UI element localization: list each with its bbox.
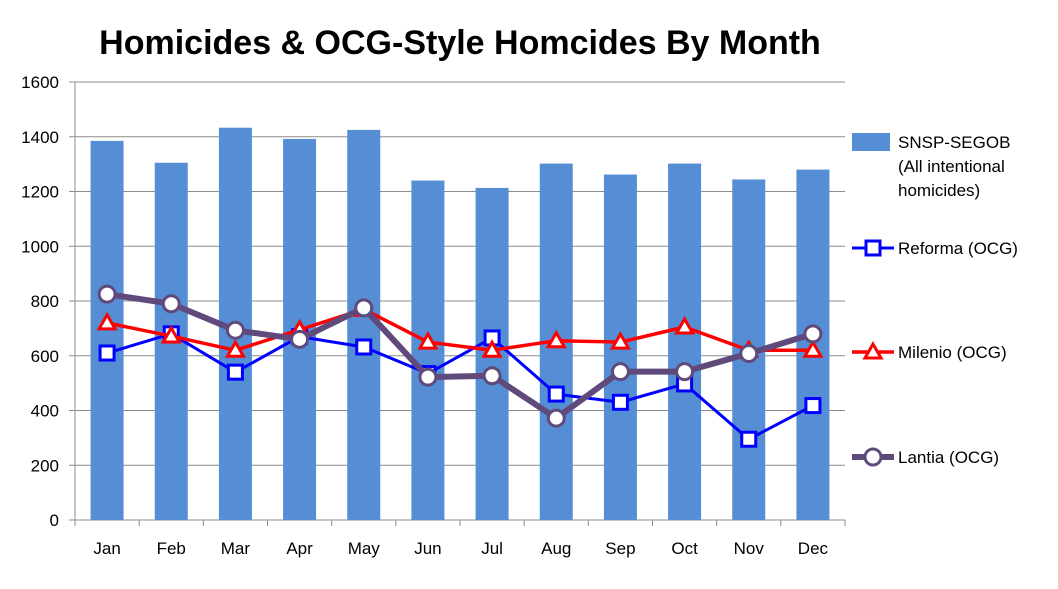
y-tick-label: 400 (31, 402, 59, 421)
y-tick-label: 1000 (21, 237, 59, 256)
legend-label: Lantia (OCG) (898, 448, 999, 467)
legend-label: Reforma (OCG) (898, 239, 1018, 258)
legend-item: SNSP-SEGOB (All intentional homicides) (852, 133, 1010, 200)
series-line (106, 291, 814, 422)
x-tick-label: Apr (286, 539, 313, 558)
legend-label: Milenio (OCG) (898, 343, 1007, 362)
x-tick-label: Jun (414, 539, 441, 558)
data-point (546, 408, 566, 428)
bar (90, 140, 124, 520)
data-point (740, 430, 758, 448)
data-point (225, 320, 245, 340)
data-point (739, 344, 759, 364)
y-tick-label: 0 (50, 511, 59, 530)
y-tick-label: 800 (31, 292, 59, 311)
data-point (97, 284, 117, 304)
data-point (802, 339, 824, 358)
data-point (417, 331, 439, 350)
legend-label: SNSP-SEGOB (898, 133, 1010, 152)
series-line (106, 307, 813, 353)
data-point (226, 363, 244, 381)
data-point (609, 331, 632, 350)
x-tick-label: Feb (157, 539, 186, 558)
data-point (290, 329, 310, 349)
x-tick-label: Sep (605, 539, 635, 558)
data-point (355, 338, 373, 356)
x-tick-label: Mar (221, 539, 251, 558)
legend-swatch (852, 133, 890, 151)
x-tick-label: Oct (671, 539, 698, 558)
legend-marker (864, 239, 882, 257)
data-point (673, 315, 696, 335)
x-tick-label: Dec (798, 539, 829, 558)
y-tick-label: 1400 (21, 128, 59, 147)
bar (411, 180, 445, 521)
data-point (804, 397, 822, 415)
data-point (354, 298, 374, 318)
y-tick-label: 200 (31, 456, 59, 475)
legend-marker (863, 447, 883, 467)
x-tick-label: Aug (541, 539, 571, 558)
legend-label: homicides) (898, 181, 980, 200)
chart-title: Homicides & OCG-Style Homcides By Month (99, 24, 821, 62)
series-line (106, 332, 814, 441)
legend-item: Milenio (OCG) (852, 340, 1007, 362)
legend-item: Lantia (OCG) (852, 447, 999, 467)
data-point (160, 325, 182, 344)
data-point (98, 344, 116, 362)
data-point (418, 367, 438, 387)
legend-marker (862, 340, 884, 360)
legend-item: Reforma (OCG) (852, 239, 1018, 258)
data-point (481, 339, 503, 358)
data-point (803, 324, 823, 344)
data-point (224, 339, 247, 358)
x-tick-label: May (348, 539, 381, 558)
data-point (161, 294, 181, 314)
data-point (610, 362, 630, 382)
series-triangle (96, 298, 824, 358)
y-tick-label: 1200 (21, 183, 59, 202)
bar (668, 163, 702, 520)
x-tick-label: Jan (93, 539, 120, 558)
x-tick-label: Nov (734, 539, 765, 558)
y-tick-label: 600 (31, 347, 59, 366)
data-point (96, 311, 118, 331)
legend-label: (All intentional (898, 157, 1005, 176)
series-circle (97, 284, 823, 428)
bar (347, 129, 381, 520)
data-point (675, 362, 695, 382)
y-tick-label: 1600 (21, 73, 59, 92)
data-point (482, 366, 502, 386)
data-point (547, 385, 565, 403)
data-point (611, 393, 629, 411)
x-tick-label: Jul (481, 539, 503, 558)
data-point (545, 329, 567, 349)
